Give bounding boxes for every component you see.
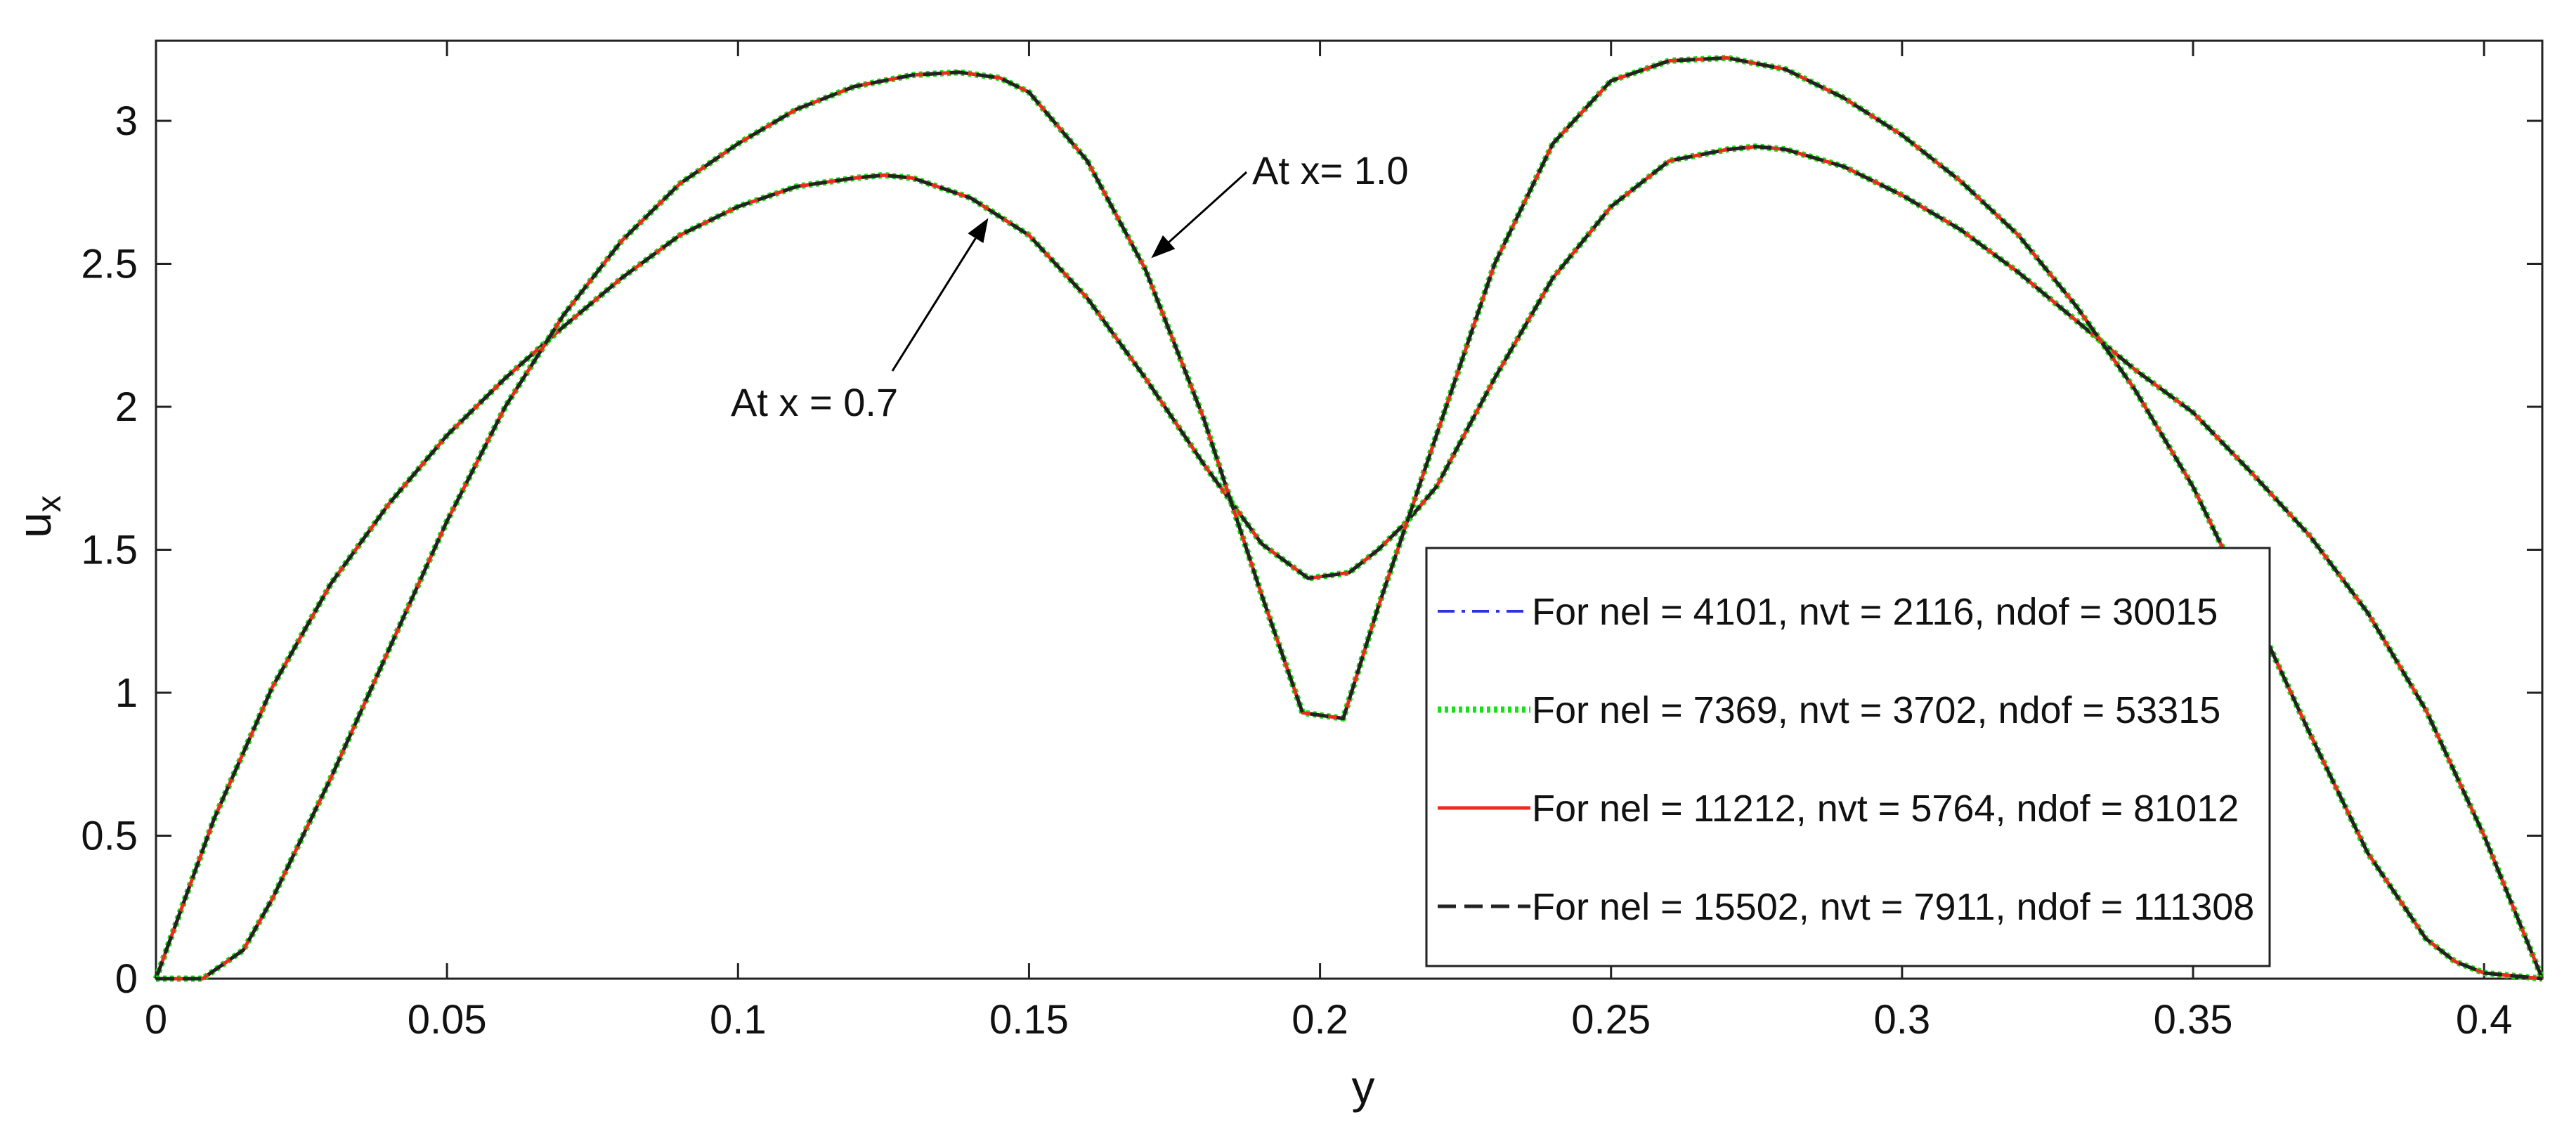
annotation-arrow-1-0 [1168, 171, 1248, 243]
x-tick-label: 0.1 [710, 997, 767, 1043]
y-axis-ticks: 0 0.5 1 1.5 2 2.5 3 [81, 98, 2542, 1002]
y-tick-label: 3 [115, 98, 138, 144]
plot-frame [155, 39, 2544, 980]
y-tick-label: 1 [115, 670, 138, 716]
annotation-arrowhead-0-7 [968, 218, 989, 244]
annotation-at-x-0-7: At x = 0.7 [731, 380, 898, 424]
x-tick-label: 0.25 [1571, 997, 1651, 1043]
x-tick-label: 0.05 [408, 997, 487, 1043]
x-tick-label: 0.3 [1874, 997, 1931, 1043]
y-tick-label: 2 [115, 384, 138, 430]
x-axis-ticks: 0 0.05 0.1 0.15 0.2 0.25 0.3 0.35 0.4 [145, 41, 2513, 1043]
y-axis-label: ux [8, 495, 68, 538]
series-line-at-x-1-0-mesh-4 [156, 56, 2543, 981]
legend-box [1425, 547, 2271, 967]
plot-area-border [155, 39, 2544, 980]
annotation-layer: At x = 0.7 At x= 1.0 [731, 148, 1409, 424]
x-tick-label: 0.35 [2154, 997, 2233, 1043]
annotation-arrowhead-1-0 [1151, 235, 1176, 259]
series-layer [152, 54, 2546, 982]
x-tick-label: 0 [145, 997, 167, 1043]
legend-label-2: For nel = 7369, nvt = 3702, ndof = 53315 [1532, 689, 2220, 731]
x-tick-label: 0.15 [989, 997, 1069, 1043]
axis-labels: y ux [8, 495, 1375, 1113]
legend-label-3: For nel = 11212, nvt = 5764, ndof = 8101… [1532, 788, 2239, 830]
x-axis-label: y [1352, 1061, 1375, 1113]
x-tick-label: 0.4 [2456, 997, 2513, 1043]
legend: For nel = 4101, nvt = 2116, ndof = 30015… [1425, 547, 2271, 967]
legend-label-4: For nel = 15502, nvt = 7911, ndof = 1113… [1532, 886, 2254, 928]
annotation-arrow-0-7 [891, 237, 977, 372]
y-tick-label: 1.5 [81, 527, 138, 573]
y-tick-label: 0.5 [81, 813, 138, 859]
y-axis-label-subscript: x [31, 495, 68, 512]
annotation-at-x-1-0: At x= 1.0 [1252, 148, 1409, 193]
y-axis-label-main: u [8, 512, 60, 538]
y-tick-label: 0 [115, 956, 138, 1002]
legend-label-1: For nel = 4101, nvt = 2116, ndof = 30015 [1532, 591, 2218, 633]
x-tick-label: 0.2 [1292, 997, 1348, 1043]
legend-entries: For nel = 4101, nvt = 2116, ndof = 30015… [1438, 591, 2254, 928]
y-tick-label: 2.5 [81, 241, 138, 287]
